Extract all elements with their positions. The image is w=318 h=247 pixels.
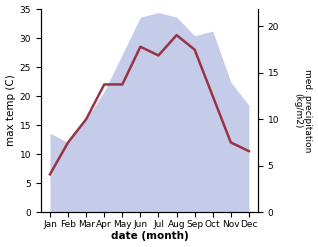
X-axis label: date (month): date (month) — [111, 231, 188, 242]
Y-axis label: max temp (C): max temp (C) — [5, 75, 16, 146]
Y-axis label: med. precipitation
(kg/m2): med. precipitation (kg/m2) — [293, 69, 313, 152]
